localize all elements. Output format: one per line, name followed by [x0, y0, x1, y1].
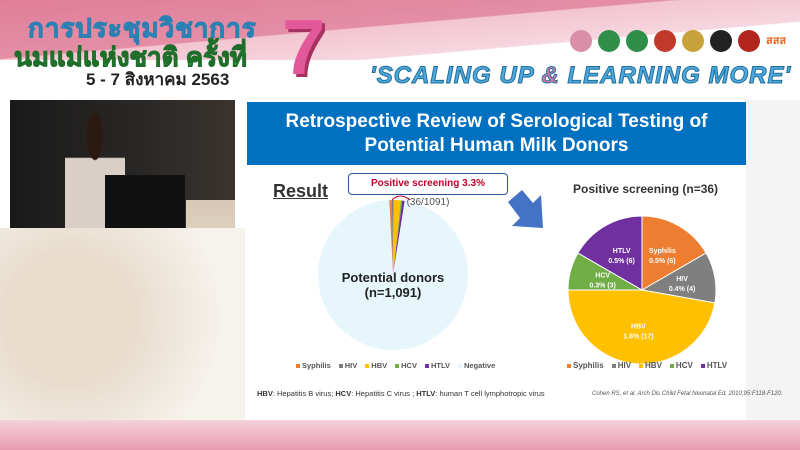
legend-item-htlv: HTLV — [424, 361, 450, 370]
donors-legend: Syphilis HIV HBV HCV HTLV Negative — [296, 361, 495, 370]
pie-slice-syphilis — [641, 215, 707, 291]
slide-margin — [746, 100, 800, 420]
slice-value-label: 0.5% (6) — [649, 258, 675, 265]
legend-swatch — [639, 363, 644, 368]
citation: Cohen RS, et al. Arch Dis Child Fetal Ne… — [592, 391, 783, 397]
callout-bracket — [391, 195, 411, 201]
sponsor-logo — [710, 30, 732, 52]
footnote-abbr: HBV — [257, 389, 273, 398]
slogan: 'SCALING UP & LEARNING MORE' — [370, 62, 791, 90]
positive-pie-title: Positive screening (n=36) — [573, 182, 719, 196]
edition-number: 7 — [282, 3, 326, 91]
sponsor-logo — [570, 30, 592, 52]
sponsor-logo: สสส — [766, 35, 787, 47]
footnote-abbr: HTLV — [416, 389, 436, 398]
positive-screening-callout: Positive screening 3.3% (36/1091) — [348, 173, 508, 208]
legend-swatch — [296, 364, 300, 369]
sponsor-logo — [682, 30, 704, 52]
slice-value-label: 0.5% (6) — [608, 258, 634, 265]
legend-swatch — [458, 364, 462, 369]
sponsor-logo — [738, 30, 760, 52]
legend-swatch — [567, 363, 571, 368]
legend-item-syphilis: Syphilis — [567, 361, 604, 370]
slide-title-line2: Potential Human Milk Donors — [364, 135, 629, 156]
abbreviation-footnote: HBV: Hepatitis B virus; HCV: Hepatitis C… — [257, 389, 545, 398]
sponsor-logo — [654, 30, 676, 52]
slice-value-label: 1.6% (17) — [623, 334, 653, 341]
donors-label: Potential donors (n=1,091) — [318, 270, 468, 300]
slice-category-label: HBV — [631, 324, 646, 331]
pie-slice-hiv — [391, 200, 394, 275]
donors-count: (n=1,091) — [364, 285, 422, 300]
donors-label-text: Potential donors — [341, 270, 445, 285]
podium — [105, 175, 185, 228]
slice-category-label: HCV — [595, 272, 610, 279]
callout-rest: (36/1091) — [406, 197, 450, 208]
slice-value-label: 0.3% (3) — [589, 282, 615, 289]
slice-category-label: HTLV — [613, 248, 631, 255]
pie-slice-hbv — [567, 289, 716, 365]
footnote-abbr: HCV — [335, 389, 352, 398]
sponsor-logo — [598, 30, 620, 52]
slogan-part2: LEARNING MORE' — [559, 62, 792, 90]
pie-slice-htlv — [393, 200, 405, 275]
slide-title-line1: Retrospective Review of Serological Test… — [285, 111, 708, 132]
legend-item-hiv: HIV — [338, 361, 357, 370]
slice-category-label: HIV — [676, 276, 688, 283]
pie-slice-hbv — [393, 200, 401, 275]
pie-slice-hcv — [393, 200, 403, 275]
legend-swatch — [700, 363, 705, 368]
legend-swatch — [669, 363, 674, 368]
slice-category-label: Syphilis — [649, 248, 676, 255]
callout-bold: Positive screening 3.3% — [371, 178, 485, 189]
arrow-icon — [508, 190, 543, 228]
legend-swatch — [365, 364, 370, 369]
background-photo-edge — [186, 200, 235, 228]
conference-dates: 5 - 7 สิงหาคม 2563 — [86, 70, 230, 89]
legend-item-hcv: HCV — [669, 361, 693, 370]
legend-swatch — [395, 364, 400, 369]
donors-pie — [318, 200, 468, 350]
slice-value-label: 0.4% (4) — [669, 286, 695, 293]
legend-item-syphilis: Syphilis — [296, 361, 331, 370]
sponsor-logo — [626, 30, 648, 52]
positive-legend: Syphilis HIV HBV HCV HTLV — [567, 361, 727, 370]
result-heading: Result — [273, 181, 329, 201]
legend-item-negative: Negative — [458, 361, 495, 370]
child-photo-background — [0, 228, 245, 420]
conference-title-line2: นมแม่แห่งชาติ ครั้งที่ — [14, 42, 248, 73]
speaker-video — [10, 100, 235, 228]
legend-item-htlv: HTLV — [700, 361, 727, 370]
slide-title: Retrospective Review of Serological Test… — [247, 102, 746, 165]
legend-swatch — [424, 364, 429, 369]
pie-slice-syphilis — [389, 200, 393, 275]
bottom-banner — [0, 420, 800, 450]
positive-pie: Syphilis 0.5% (6) HIV 0.4% (4) HBV 1.6% (17) H… — [567, 215, 717, 365]
pie-slice-negative — [318, 200, 468, 350]
conference-title-line1: การประชุมวิชาการ — [28, 13, 257, 44]
legend-item-hcv: HCV — [395, 361, 417, 370]
legend-item-hbv: HBV — [639, 361, 662, 370]
slogan-amp: & — [541, 62, 560, 90]
legend-swatch — [338, 364, 343, 369]
pie-slice-htlv — [577, 215, 643, 291]
legend-item-hiv: HIV — [611, 361, 631, 370]
legend-item-hbv: HBV — [365, 361, 387, 370]
sponsor-logos: สสส — [570, 30, 788, 52]
slogan-part1: 'SCALING UP — [370, 62, 542, 90]
legend-swatch — [611, 363, 616, 368]
